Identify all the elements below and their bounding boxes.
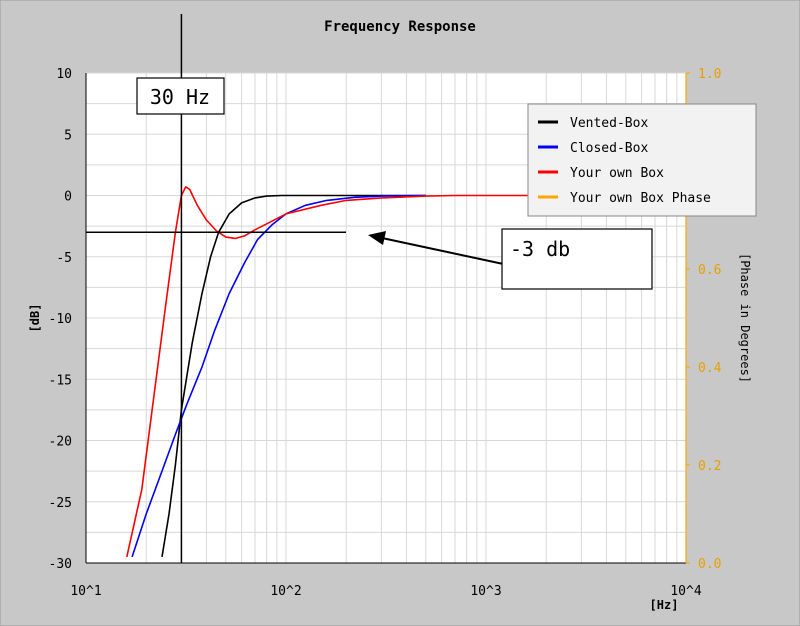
x-axis-label: [Hz] xyxy=(650,598,679,612)
y-tick-label: -30 xyxy=(49,557,72,572)
legend-box xyxy=(527,103,757,217)
y2-tick-label: 0.0 xyxy=(698,557,721,572)
y2-tick-label: 1.0 xyxy=(698,67,721,82)
series-line-1 xyxy=(131,194,426,558)
y2-tick-label: 0.4 xyxy=(698,361,722,376)
30hz-label-box xyxy=(136,77,225,115)
series-line-2 xyxy=(126,186,547,558)
y2-tick-label: 0.2 xyxy=(698,459,721,474)
y2-axis-label: [Phase in Degrees] xyxy=(738,253,752,383)
legend-label-0: Vented-Box xyxy=(570,116,648,131)
30hz-label: 30 Hz xyxy=(150,85,210,109)
y2-tick-label: 0.6 xyxy=(698,263,721,278)
minus3db-label-box xyxy=(501,228,653,290)
legend-label-1: Closed-Box xyxy=(570,141,648,156)
tick-labels: 10 5 0 -5 -10 -15 -20 -25 -30 10^1 10^2 10^3 10^4 1.0… xyxy=(49,67,722,599)
y-tick-label: 5 xyxy=(64,128,72,143)
y-axis-label: [dB] xyxy=(28,304,42,333)
legend: Vented-Box Closed-Box Your own Box Your own… xyxy=(527,103,757,217)
x-tick-label: 10^1 xyxy=(70,584,101,599)
legend-label-3: Your own Box Phase xyxy=(570,191,711,206)
minus3db-arrow-line xyxy=(381,237,509,266)
y-tick-label: -20 xyxy=(49,435,72,450)
y-tick-label: 0 xyxy=(64,190,72,205)
chart-title: Frequency Response xyxy=(324,19,476,35)
minus3db-label: -3 db xyxy=(510,237,570,261)
x-tick-label: 10^2 xyxy=(270,584,301,599)
y-tick-label: 10 xyxy=(56,67,72,82)
legend-label-2: Your own Box xyxy=(570,166,664,181)
x-tick-label: 10^4 xyxy=(670,584,701,599)
x-tick-label: 10^3 xyxy=(470,584,501,599)
y-tick-label: -10 xyxy=(49,312,72,327)
y-tick-label: -15 xyxy=(49,373,72,388)
annotations: 30 Hz -3 db xyxy=(86,14,653,563)
y-tick-label: -25 xyxy=(49,496,72,511)
minus3db-arrowhead xyxy=(368,231,386,245)
y-tick-label: -5 xyxy=(56,251,72,266)
